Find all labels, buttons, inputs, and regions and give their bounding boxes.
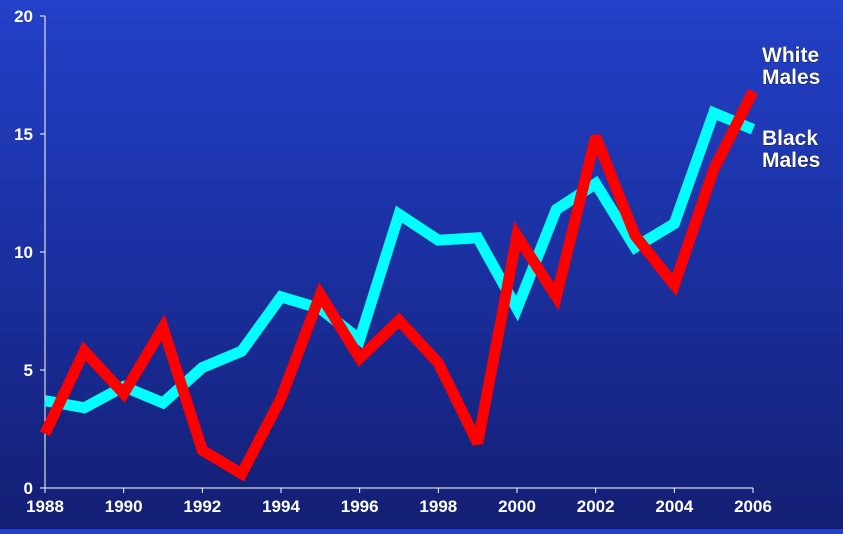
x-tick-label: 1996 <box>341 497 379 516</box>
series-label-black-males: Black <box>762 127 818 150</box>
x-tick-label: 2000 <box>498 497 536 516</box>
x-tick-label: 1988 <box>26 497 64 516</box>
series-lines <box>40 89 758 482</box>
x-tick-label: 1992 <box>183 497 221 516</box>
y-tick-label: 10 <box>14 243 33 262</box>
axes: 0 5 10 15 20 1988 1990 1992 1994 1996 1998 2000 2002… <box>14 7 772 516</box>
y-tick-label: 5 <box>24 361 33 380</box>
series-line-black-males <box>44 105 756 414</box>
series-label-white-males: White <box>762 44 819 67</box>
x-tick-label: 1994 <box>262 497 300 516</box>
series-label-black-males: Males <box>762 149 820 172</box>
x-tick-label: 1990 <box>105 497 143 516</box>
series-line-white-males <box>40 89 758 482</box>
y-tick-label: 15 <box>14 125 33 144</box>
x-tick-label: 1998 <box>419 497 457 516</box>
y-tick-label: 20 <box>14 7 33 26</box>
series-label-white-males: Males <box>762 66 820 89</box>
x-tick-label: 2004 <box>655 497 693 516</box>
x-tick-label: 2002 <box>577 497 615 516</box>
y-tick-label: 0 <box>24 479 33 498</box>
x-tick-label: 2006 <box>734 497 772 516</box>
